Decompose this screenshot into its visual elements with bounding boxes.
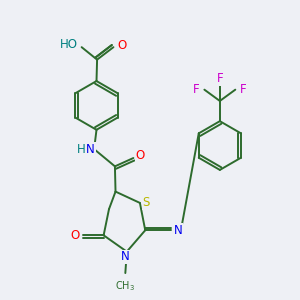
Text: O: O — [117, 39, 126, 52]
Text: N: N — [86, 142, 95, 156]
Text: HO: HO — [60, 38, 78, 51]
Text: F: F — [193, 83, 200, 96]
Text: CH$_3$: CH$_3$ — [115, 280, 135, 293]
Text: O: O — [135, 149, 145, 162]
Text: F: F — [217, 73, 223, 85]
Text: N: N — [121, 250, 130, 263]
Text: H: H — [77, 142, 86, 156]
Text: N: N — [174, 224, 182, 237]
Text: O: O — [70, 229, 80, 242]
Text: S: S — [143, 196, 150, 209]
Text: F: F — [240, 83, 247, 96]
